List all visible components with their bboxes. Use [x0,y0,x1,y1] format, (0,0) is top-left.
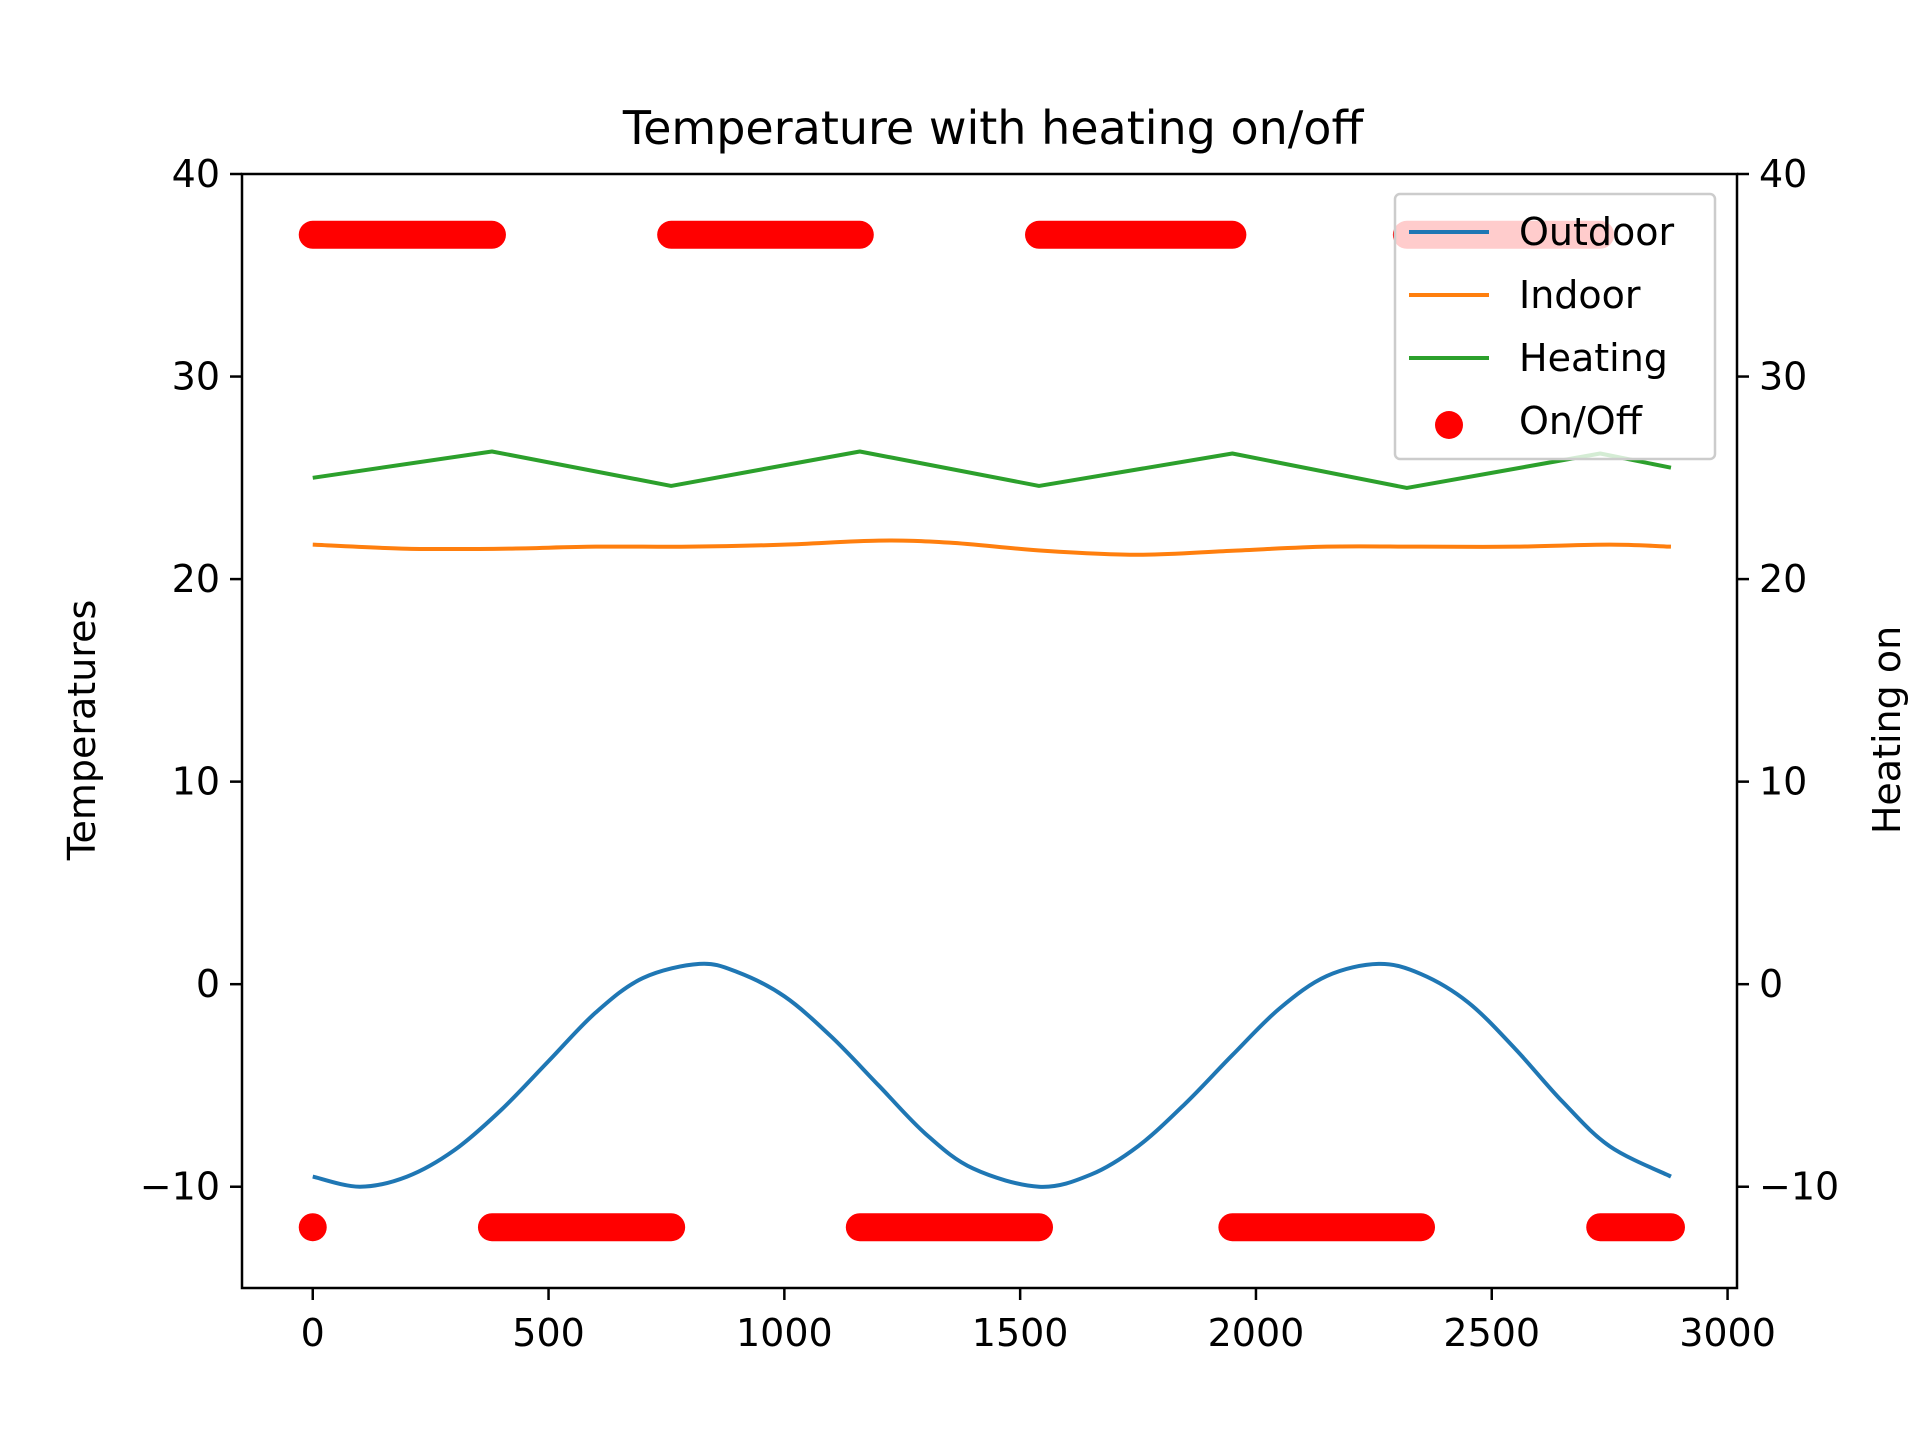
series-line-indoor [312,538,1672,557]
y-tick-label-left: 10 [172,760,220,804]
x-tick-label: 1500 [972,1311,1069,1355]
legend: Outdoor Indoor Heating On/Off [1393,192,1717,461]
x-tick-label: 500 [512,1311,585,1355]
legend-label: On/Off [1519,399,1643,443]
y-axis-label-left: Temperatures [60,600,104,862]
y-tick-label-left: 0 [196,962,220,1006]
y-tick-label-right: 10 [1759,760,1807,804]
y-axis-label-right: Heating on [1865,626,1909,834]
legend-box [1393,192,1717,461]
x-tick-label: 2000 [1208,1311,1305,1355]
series-line-outdoor [312,961,1672,1189]
y-tick-label-right: 40 [1759,152,1807,196]
y-tick-label-left: 30 [172,355,220,399]
legend-swatch-on-off [1435,411,1463,439]
y-tick-label-left: −10 [140,1165,220,1209]
x-tick-label: 1000 [736,1311,833,1355]
y-tick-label-left: 20 [172,557,220,601]
x-tick-label: 0 [301,1311,325,1355]
legend-label: Indoor [1519,273,1641,317]
series-line-heating [312,449,1672,490]
x-tick-label: 2500 [1443,1311,1540,1355]
y-tick-label-right: 30 [1759,355,1807,399]
plot-data [298,220,1685,1242]
chart-title: Temperature with heating on/off [622,101,1365,155]
legend-label: Outdoor [1519,210,1675,254]
legend-label: Heating [1519,336,1668,380]
y-tick-label-right: 20 [1759,557,1807,601]
y-tick-label-right: 0 [1759,962,1783,1006]
axes-frame [240,172,1739,1290]
y-tick-label-right: −10 [1759,1165,1839,1209]
y-tick-label-left: 40 [172,152,220,196]
x-tick-label: 3000 [1679,1311,1776,1355]
axis-ticks: 0 500 1000 1500 2000 2500 3000 −10 0 10 20 30 40 −10 0… [140,152,1839,1355]
